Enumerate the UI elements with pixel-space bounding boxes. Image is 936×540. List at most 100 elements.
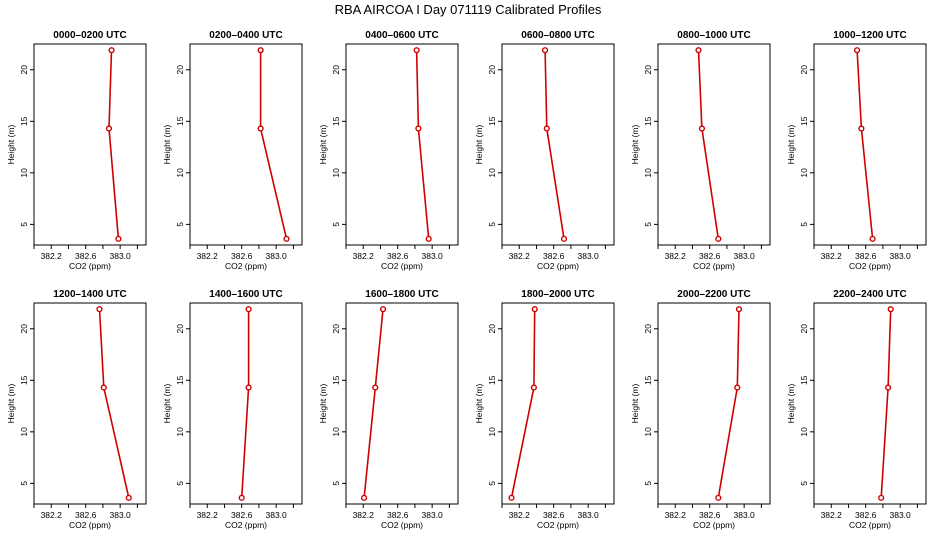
figure-title: RBA AIRCOA I Day 071119 Calibrated Profi… [335, 2, 602, 17]
y-tick-label: 15 [175, 375, 185, 385]
y-tick-label: 10 [331, 168, 341, 178]
y-axis-label: Height (m) [474, 384, 484, 424]
y-tick-label: 15 [331, 375, 341, 385]
x-tick-label: 382.6 [699, 251, 721, 261]
data-point [734, 384, 741, 391]
y-tick-label: 5 [643, 481, 653, 486]
y-tick-label: 10 [799, 427, 809, 437]
profile-line [415, 50, 430, 239]
x-tick-label: 383.0 [422, 251, 444, 261]
y-tick-label: 5 [799, 222, 809, 227]
x-axis-label: CO2 (ppm) [225, 261, 267, 271]
data-point [96, 306, 103, 313]
y-tick-label: 5 [331, 222, 341, 227]
x-tick-label: 382.2 [41, 510, 63, 520]
y-axis-label: Height (m) [630, 125, 640, 165]
panel-title: 0200–0400 UTC [209, 30, 282, 41]
y-tick-label: 15 [643, 116, 653, 126]
y-tick-label: 5 [487, 481, 497, 486]
y-axis-label: Height (m) [630, 384, 640, 424]
x-tick-label: 382.6 [231, 510, 253, 520]
profile-line [697, 50, 720, 239]
profile-line [259, 50, 288, 239]
panel-title: 1000–1200 UTC [833, 30, 906, 41]
data-point [425, 235, 432, 242]
data-point [283, 235, 290, 242]
plot-frame [501, 43, 615, 246]
y-tick-label: 15 [487, 116, 497, 126]
data-point [125, 494, 132, 501]
panel-title: 0800–1000 UTC [677, 30, 750, 41]
data-point [105, 125, 113, 132]
y-axis-label: Height (m) [162, 384, 172, 424]
data-point [379, 306, 387, 313]
data-point [238, 494, 245, 501]
x-tick-label: 383.0 [110, 251, 132, 261]
y-tick-label: 15 [799, 375, 809, 385]
plot-frame [813, 43, 927, 246]
y-tick-label: 20 [331, 324, 341, 334]
y-tick-label: 15 [19, 116, 29, 126]
data-point [115, 235, 122, 242]
plot-frame [33, 43, 147, 246]
y-tick-label: 10 [799, 168, 809, 178]
y-tick-label: 20 [19, 65, 29, 75]
x-axis-label: CO2 (ppm) [69, 520, 111, 530]
profile-line [544, 50, 565, 239]
data-point [530, 384, 537, 391]
x-tick-label: 382.2 [353, 251, 375, 261]
panel-title: 0400–0600 UTC [365, 30, 438, 41]
y-tick-label: 10 [643, 168, 653, 178]
y-axis-label: Height (m) [786, 384, 796, 424]
x-axis-label: CO2 (ppm) [849, 520, 891, 530]
x-tick-label: 383.0 [578, 251, 600, 261]
data-point [108, 47, 115, 54]
y-tick-label: 20 [487, 324, 497, 334]
x-tick-label: 382.2 [41, 251, 63, 261]
x-tick-label: 383.0 [890, 510, 912, 520]
y-tick-label: 5 [799, 481, 809, 486]
x-tick-label: 382.2 [353, 510, 375, 520]
data-point [858, 125, 865, 132]
profile-line [108, 50, 120, 239]
data-point [531, 306, 538, 313]
y-axis-label: Height (m) [786, 125, 796, 165]
y-axis-label: Height (m) [162, 125, 172, 165]
data-point [245, 384, 252, 391]
data-point [695, 47, 702, 54]
y-axis-label: Height (m) [318, 125, 328, 165]
data-point [560, 235, 568, 242]
data-point [245, 306, 252, 313]
panel-title: 0000–0200 UTC [53, 30, 126, 41]
data-point [735, 306, 743, 313]
profile-line [880, 309, 892, 498]
panel-title: 2000–2200 UTC [677, 289, 750, 300]
x-tick-label: 382.6 [543, 510, 565, 520]
x-tick-label: 383.0 [578, 510, 600, 520]
profile-line [856, 50, 874, 239]
x-tick-label: 382.6 [75, 510, 97, 520]
data-point [415, 125, 422, 132]
x-axis-label: CO2 (ppm) [693, 261, 735, 271]
y-tick-label: 20 [331, 65, 341, 75]
data-point [508, 494, 515, 501]
x-tick-label: 383.0 [734, 510, 756, 520]
data-point [360, 494, 368, 501]
panel-title: 0600–0800 UTC [521, 30, 594, 41]
profile-line [510, 309, 536, 498]
plot-frame [189, 43, 303, 246]
data-point [413, 47, 420, 54]
y-tick-label: 5 [331, 481, 341, 486]
panel-title: 1200–1400 UTC [53, 289, 126, 300]
y-tick-label: 15 [643, 375, 653, 385]
data-point [543, 125, 550, 132]
data-point [257, 47, 264, 54]
x-tick-label: 383.0 [110, 510, 132, 520]
